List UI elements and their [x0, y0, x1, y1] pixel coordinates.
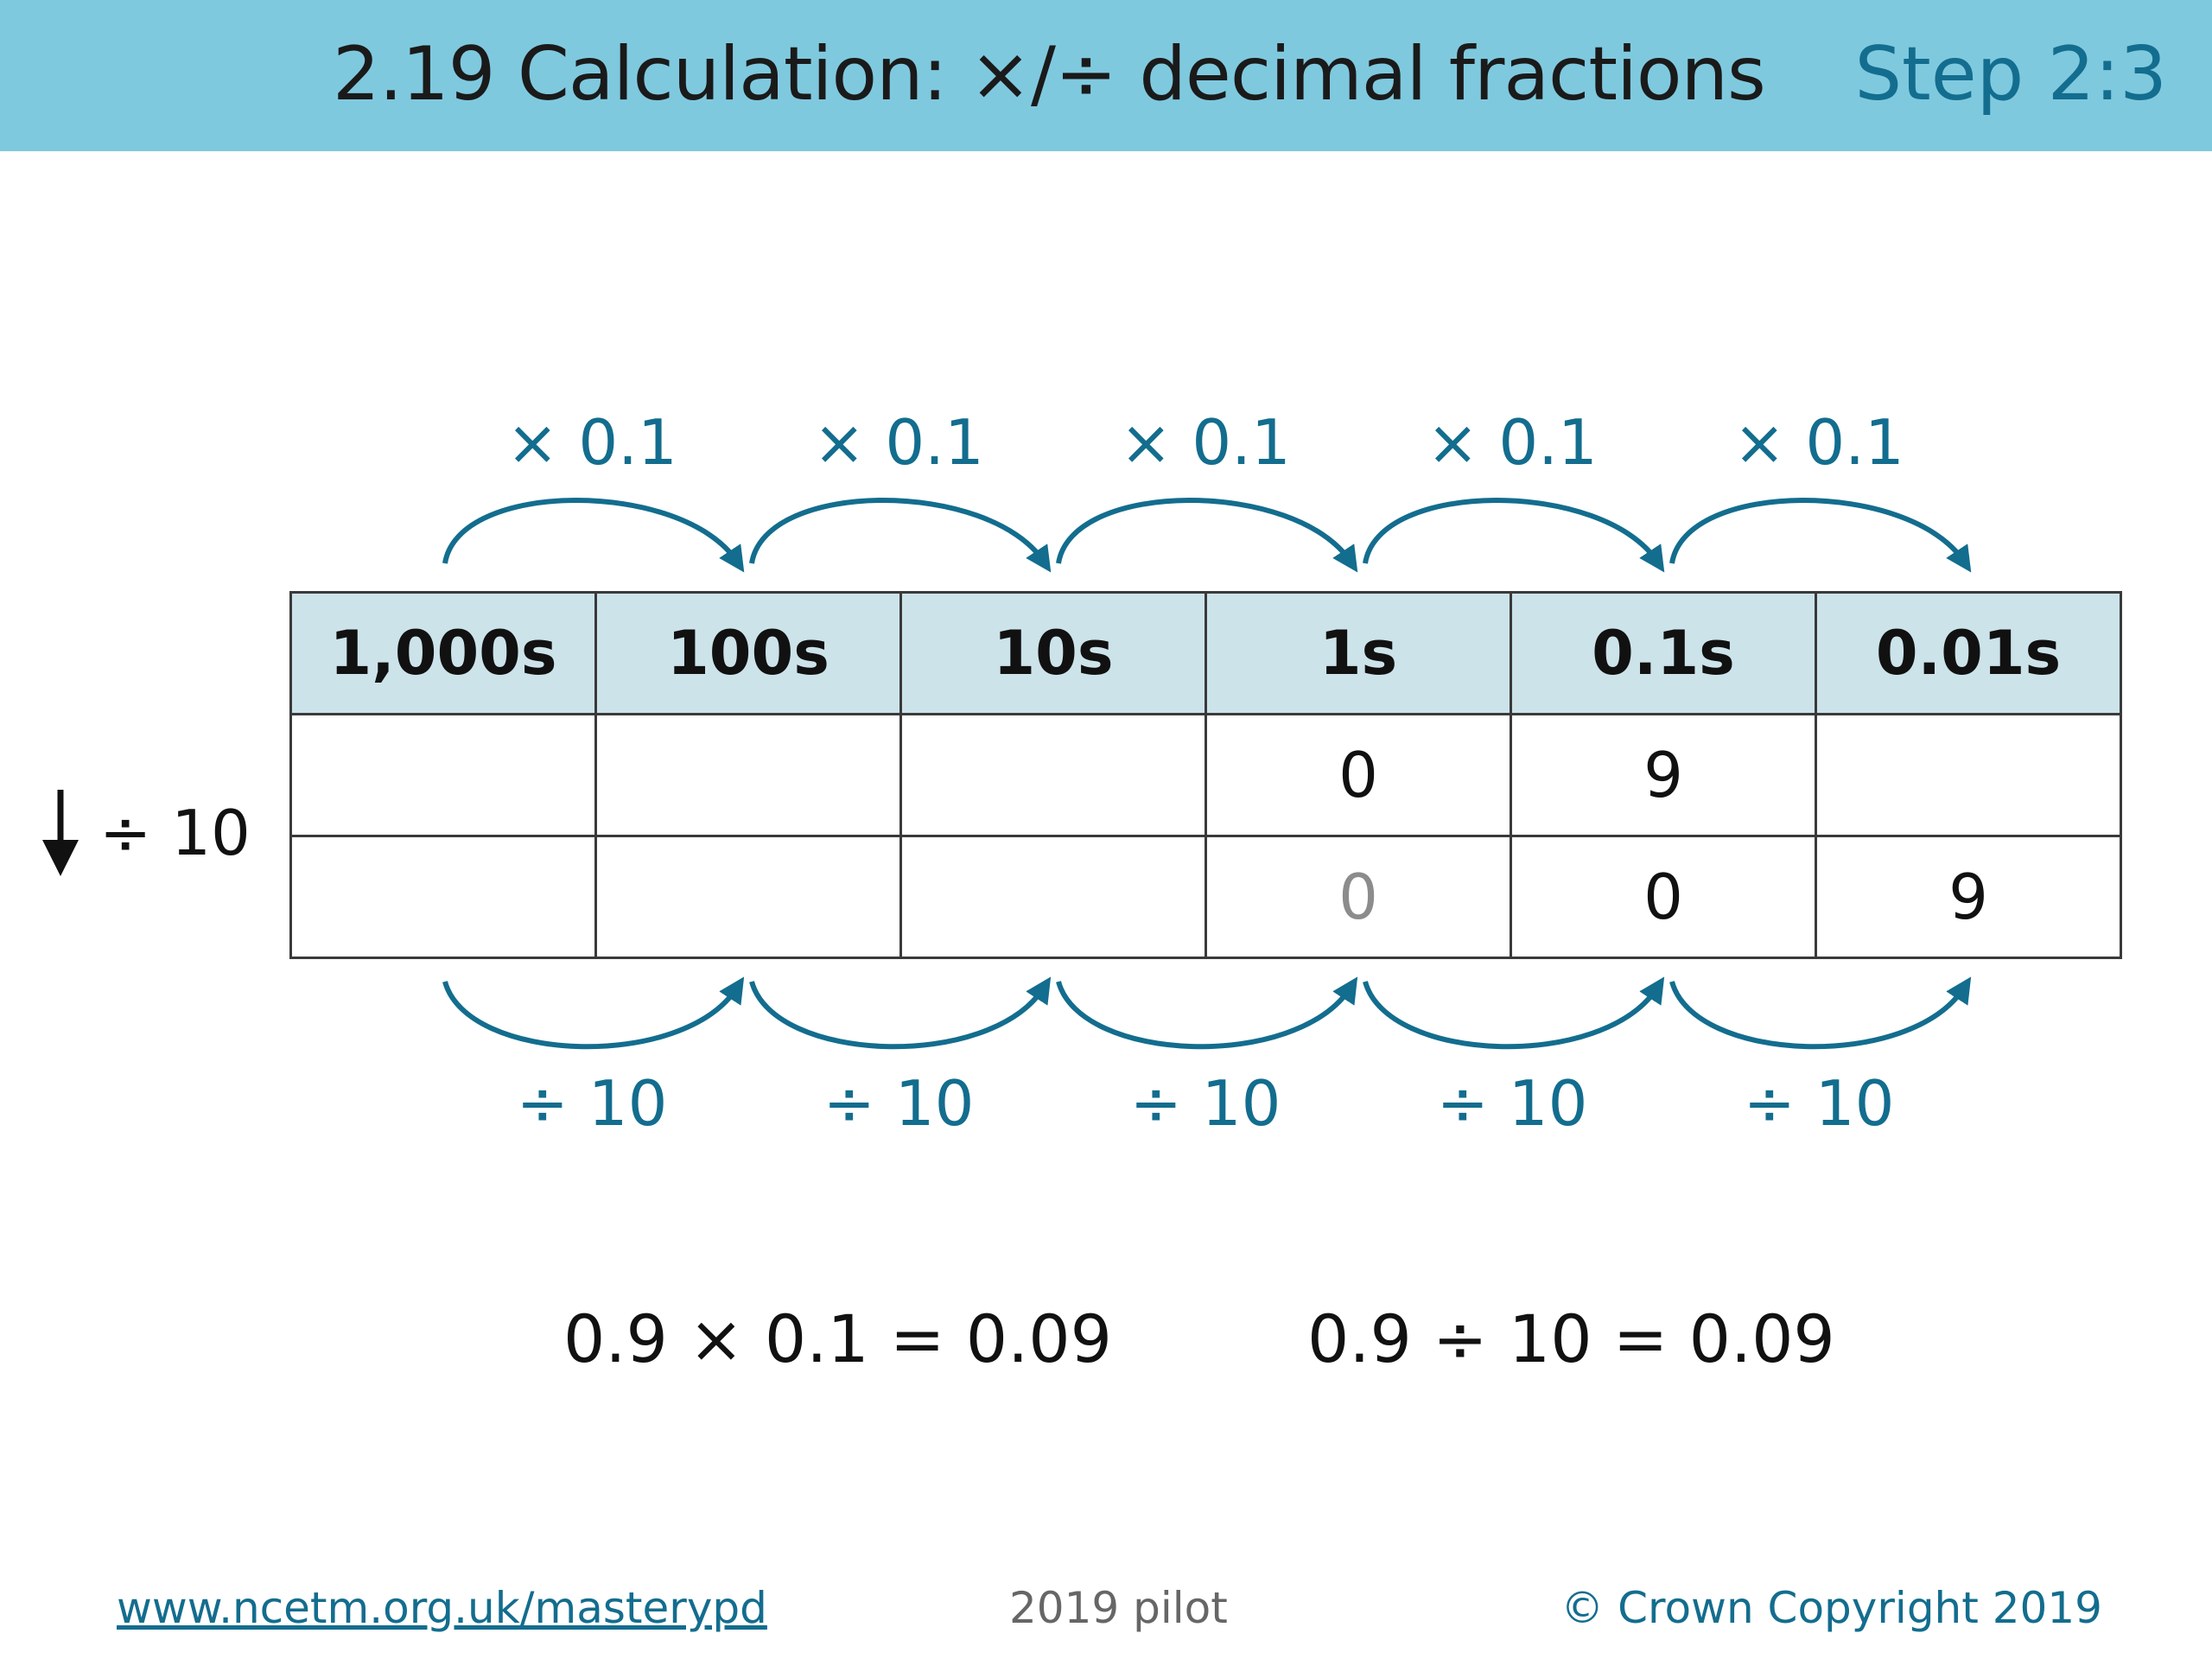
- top-arc-2: [749, 498, 1052, 573]
- row-operation-text: ÷ 10: [99, 797, 251, 869]
- table-cell: [594, 713, 902, 837]
- column-header: 1,000s: [289, 591, 597, 715]
- bottom-operation-label: ÷ 10: [1743, 1067, 1895, 1140]
- table-cell: 0: [1510, 835, 1817, 959]
- bottom-operation-label: ÷ 10: [823, 1067, 975, 1140]
- top-arc-4: [1363, 498, 1665, 573]
- top-operation-label: × 0.1: [1427, 406, 1598, 479]
- column-header: 1s: [1205, 591, 1512, 715]
- column-header: 0.1s: [1510, 591, 1817, 715]
- table-cell: 0: [1205, 713, 1512, 837]
- table-cell: 9: [1510, 713, 1817, 837]
- table-row: 0 9: [289, 713, 2122, 837]
- top-operation-label: × 0.1: [1733, 406, 1904, 479]
- bottom-arc-2: [749, 976, 1052, 1050]
- top-arc-1: [442, 498, 745, 573]
- bottom-operation-label: ÷ 10: [516, 1067, 668, 1140]
- bottom-arc-4: [1363, 976, 1665, 1050]
- row-operation-label: ÷ 10: [39, 788, 251, 878]
- top-operation-label: × 0.1: [506, 406, 677, 479]
- table-cell: [899, 835, 1207, 959]
- top-arc-3: [1056, 498, 1358, 573]
- table-cell: [594, 835, 902, 959]
- footer-pilot-label: 2019 pilot: [1009, 1583, 1228, 1633]
- column-header: 100s: [594, 591, 902, 715]
- bottom-arc-1: [442, 976, 745, 1050]
- bottom-operation-label: ÷ 10: [1436, 1067, 1588, 1140]
- bottom-operation-label: ÷ 10: [1129, 1067, 1281, 1140]
- down-arrow-icon: [42, 790, 79, 876]
- bottom-arc-5: [1669, 976, 1972, 1050]
- table-cell: 9: [1815, 835, 2122, 959]
- top-arc-5: [1669, 498, 1972, 573]
- column-header: 10s: [899, 591, 1207, 715]
- table-cell: [899, 713, 1207, 837]
- page-title: 2.19 Calculation: ×/÷ decimal fractions: [333, 31, 1766, 118]
- table-header-row: 1,000s 100s 10s 1s 0.1s 0.01s: [289, 591, 2122, 715]
- equation-divide: 0.9 ÷ 10 = 0.09: [1307, 1300, 1835, 1377]
- table-cell-placeholder-zero: 0: [1205, 835, 1512, 959]
- bottom-arc-3: [1056, 976, 1358, 1050]
- table-cell: [289, 835, 597, 959]
- step-label: Step 2:3: [1854, 31, 2167, 118]
- table-row: 0 0 9: [289, 835, 2122, 959]
- top-operation-label: × 0.1: [813, 406, 984, 479]
- equation-multiply: 0.9 × 0.1 = 0.09: [563, 1300, 1112, 1377]
- table-cell: [1815, 713, 2122, 837]
- column-header: 0.01s: [1815, 591, 2122, 715]
- header-bar: 2.19 Calculation: ×/÷ decimal fractions …: [0, 0, 2212, 151]
- table-cell: [289, 713, 597, 837]
- place-value-table: 1,000s 100s 10s 1s 0.1s 0.01s 0 9 0 0 9: [289, 591, 2122, 959]
- top-operation-label: × 0.1: [1120, 406, 1291, 479]
- footer-copyright: © Crown Copyright 2019: [1560, 1583, 2102, 1633]
- footer-link[interactable]: www.ncetm.org.uk/masterypd: [117, 1583, 767, 1633]
